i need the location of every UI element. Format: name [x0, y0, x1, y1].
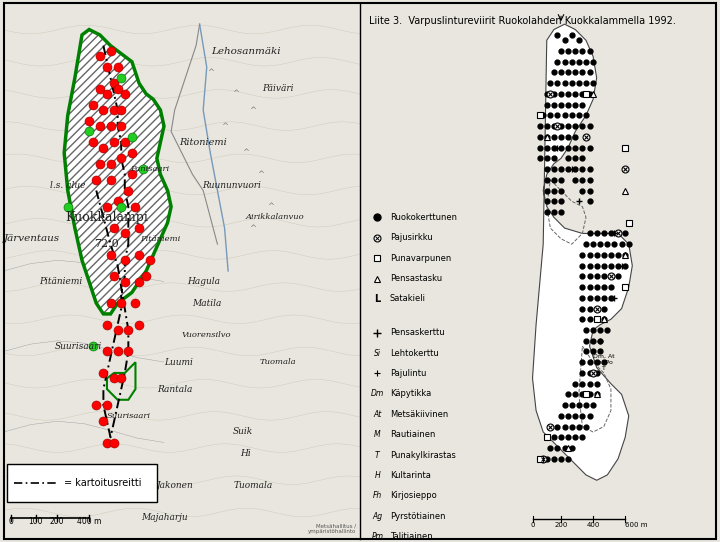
Text: ψ: ψ: [136, 267, 142, 275]
Text: Airikkalanvuo: Airikkalanvuo: [245, 214, 304, 221]
Text: Ag: Ag: [372, 512, 382, 521]
Text: Liite 3.  Varpuslintureviirit Ruokolahden Kuokkalammella 1992.: Liite 3. Varpuslintureviirit Ruokolahden…: [369, 16, 675, 26]
Text: Pitäniemi: Pitäniemi: [140, 235, 181, 243]
Text: Ruununvuori: Ruununvuori: [202, 180, 261, 190]
Text: Kultarinta: Kultarinta: [390, 471, 431, 480]
Text: ^: ^: [221, 121, 228, 131]
Text: ^: ^: [257, 170, 264, 179]
Text: Tuomala: Tuomala: [233, 481, 273, 490]
Text: Ritoniemi: Ritoniemi: [179, 138, 227, 147]
Text: Suurisaari: Suurisaari: [107, 412, 150, 420]
Text: Talitiainen: Talitiainen: [390, 532, 433, 541]
Text: ^: ^: [243, 149, 249, 158]
Text: Pajusirkku: Pajusirkku: [390, 233, 433, 242]
Text: Hi: Hi: [240, 449, 251, 458]
Polygon shape: [64, 30, 171, 314]
Text: Punavarpunen: Punavarpunen: [390, 254, 451, 263]
Text: Pensastasku: Pensastasku: [390, 274, 442, 283]
Text: 0: 0: [530, 522, 535, 528]
Text: Pensaskerttu: Pensaskerttu: [390, 328, 444, 337]
Text: H: H: [374, 471, 380, 480]
Text: ψ: ψ: [115, 143, 120, 152]
Text: L: L: [374, 294, 381, 304]
Text: Tuomala: Tuomala: [260, 358, 297, 366]
Text: 200: 200: [554, 522, 567, 528]
Text: Pajulintu: Pajulintu: [390, 369, 426, 378]
Text: Pm: Pm: [372, 532, 384, 541]
Polygon shape: [533, 24, 632, 480]
Text: Rantala: Rantala: [157, 384, 192, 393]
Text: T: T: [375, 450, 379, 460]
Text: Suik: Suik: [233, 428, 253, 436]
Text: ψ: ψ: [129, 106, 135, 114]
Text: Käpytikka: Käpytikka: [390, 389, 431, 398]
Text: ψ: ψ: [101, 234, 106, 243]
Text: Metsäkiivinen: Metsäkiivinen: [390, 410, 449, 419]
Text: Lehtokerttu: Lehtokerttu: [390, 349, 438, 358]
Text: Päiväri: Päiväri: [262, 84, 294, 93]
Text: Dm: Dm: [371, 389, 384, 398]
Text: Lehosanmäki: Lehosanmäki: [211, 47, 281, 55]
Text: Satakieli: Satakieli: [390, 294, 426, 304]
Text: 72.0: 72.0: [94, 239, 120, 249]
Text: ^: ^: [267, 202, 274, 211]
Text: Dm, At
Fh, Po
T: Dm, At Fh, Po T: [593, 354, 615, 371]
Text: ^: ^: [207, 68, 214, 77]
Text: Ruokokerttunen: Ruokokerttunen: [390, 213, 457, 222]
Text: Rautiainen: Rautiainen: [390, 430, 436, 439]
Text: ^: ^: [250, 106, 256, 114]
Text: Kirjosieppo: Kirjosieppo: [390, 492, 437, 500]
Text: Punakylkirastas: Punakylkirastas: [390, 450, 456, 460]
Text: 0: 0: [9, 517, 13, 526]
Text: ψ: ψ: [143, 191, 149, 201]
Text: 100: 100: [28, 517, 43, 526]
Text: Metsähallitus /
ympäristöhallinto: Metsähallitus / ympäristöhallinto: [308, 523, 356, 534]
Text: Panisaari: Panisaari: [130, 165, 169, 173]
Text: Matila: Matila: [192, 299, 222, 308]
Text: Vuorensilvo: Vuorensilvo: [182, 331, 232, 339]
Text: 400 m: 400 m: [77, 517, 102, 526]
Text: M: M: [374, 430, 381, 439]
Text: Suurisaari: Suurisaari: [55, 341, 102, 351]
Text: Järventaus: Järventaus: [4, 234, 60, 243]
Text: 200: 200: [50, 517, 64, 526]
Text: Hagula: Hagula: [186, 277, 220, 286]
Text: Pitäniemi: Pitäniemi: [39, 277, 82, 286]
Text: At: At: [374, 410, 382, 419]
Text: Kuokkalampi: Kuokkalampi: [66, 211, 148, 224]
Text: Pyrstötiainen: Pyrstötiainen: [390, 512, 446, 521]
Bar: [7, 464, 157, 502]
Text: Fh: Fh: [373, 492, 382, 500]
Text: 400: 400: [586, 522, 600, 528]
Text: ^: ^: [232, 89, 239, 99]
Text: ^: ^: [250, 223, 256, 233]
Text: Si: Si: [374, 349, 381, 358]
Text: 600 m: 600 m: [625, 522, 648, 528]
Text: l.s. alue: l.s. alue: [50, 180, 86, 190]
Text: Jakonen: Jakonen: [156, 481, 193, 490]
Text: Majaharju: Majaharju: [140, 513, 187, 522]
Text: = kartoitusreitti: = kartoitusreitti: [64, 478, 142, 488]
Text: Luumi: Luumi: [163, 358, 193, 367]
